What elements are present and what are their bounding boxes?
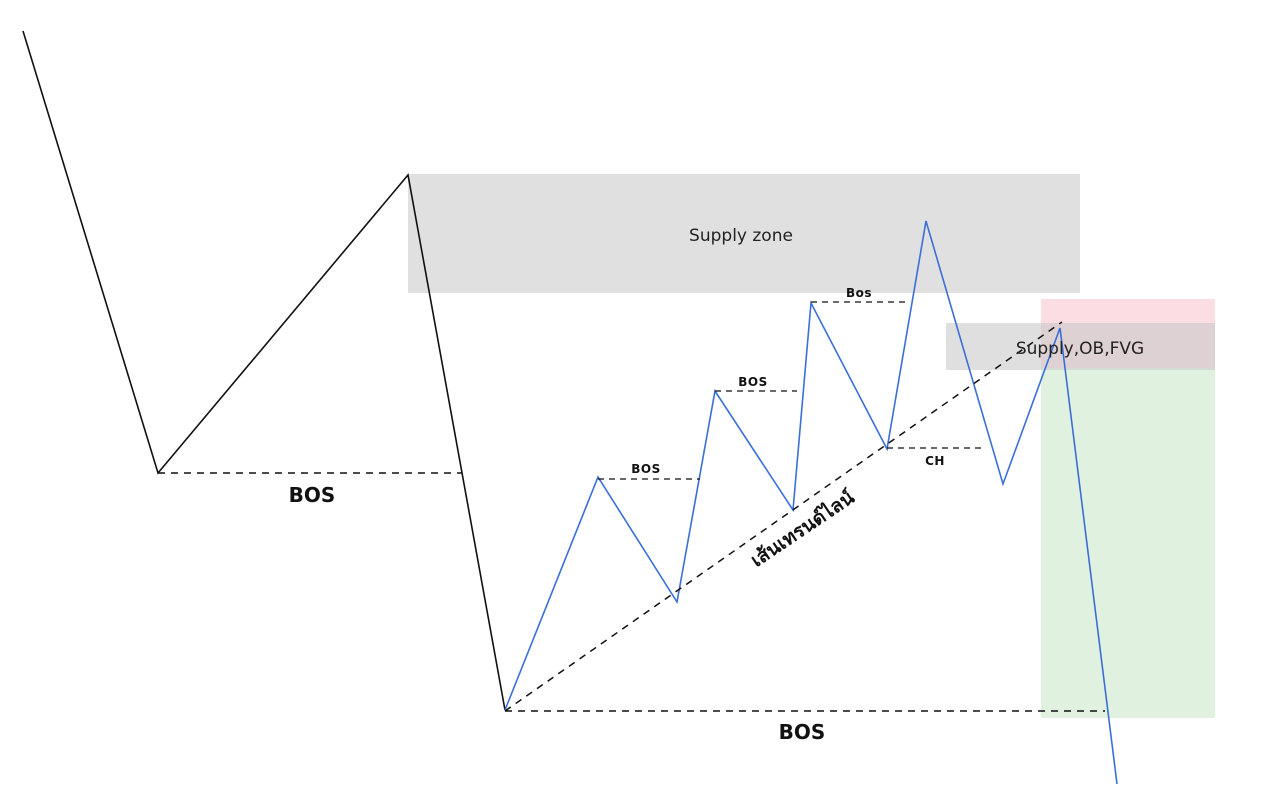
supply-zone-label: Supply zone [689,226,793,246]
price-path-black [22,30,506,711]
bos-bottom-label: BOS [779,720,826,744]
bos-2-label: BOS [738,375,768,389]
trendline-label: เส้นเทรนด์ไลน์ [746,485,858,571]
supply-zone-box [408,174,1080,293]
supply-ob-fvg-label: Supply,OB,FVG [1016,339,1144,359]
bos-left-label: BOS [289,483,336,507]
bos-1-label: BOS [631,462,661,476]
target-zone-box [1041,368,1215,718]
bos-3-label: Bos [846,286,872,300]
price-path-blue [504,220,1118,785]
trendline-dashed [504,321,1063,712]
ch-label: CH [925,454,945,468]
supply-ob-fvg-box [946,323,1215,370]
